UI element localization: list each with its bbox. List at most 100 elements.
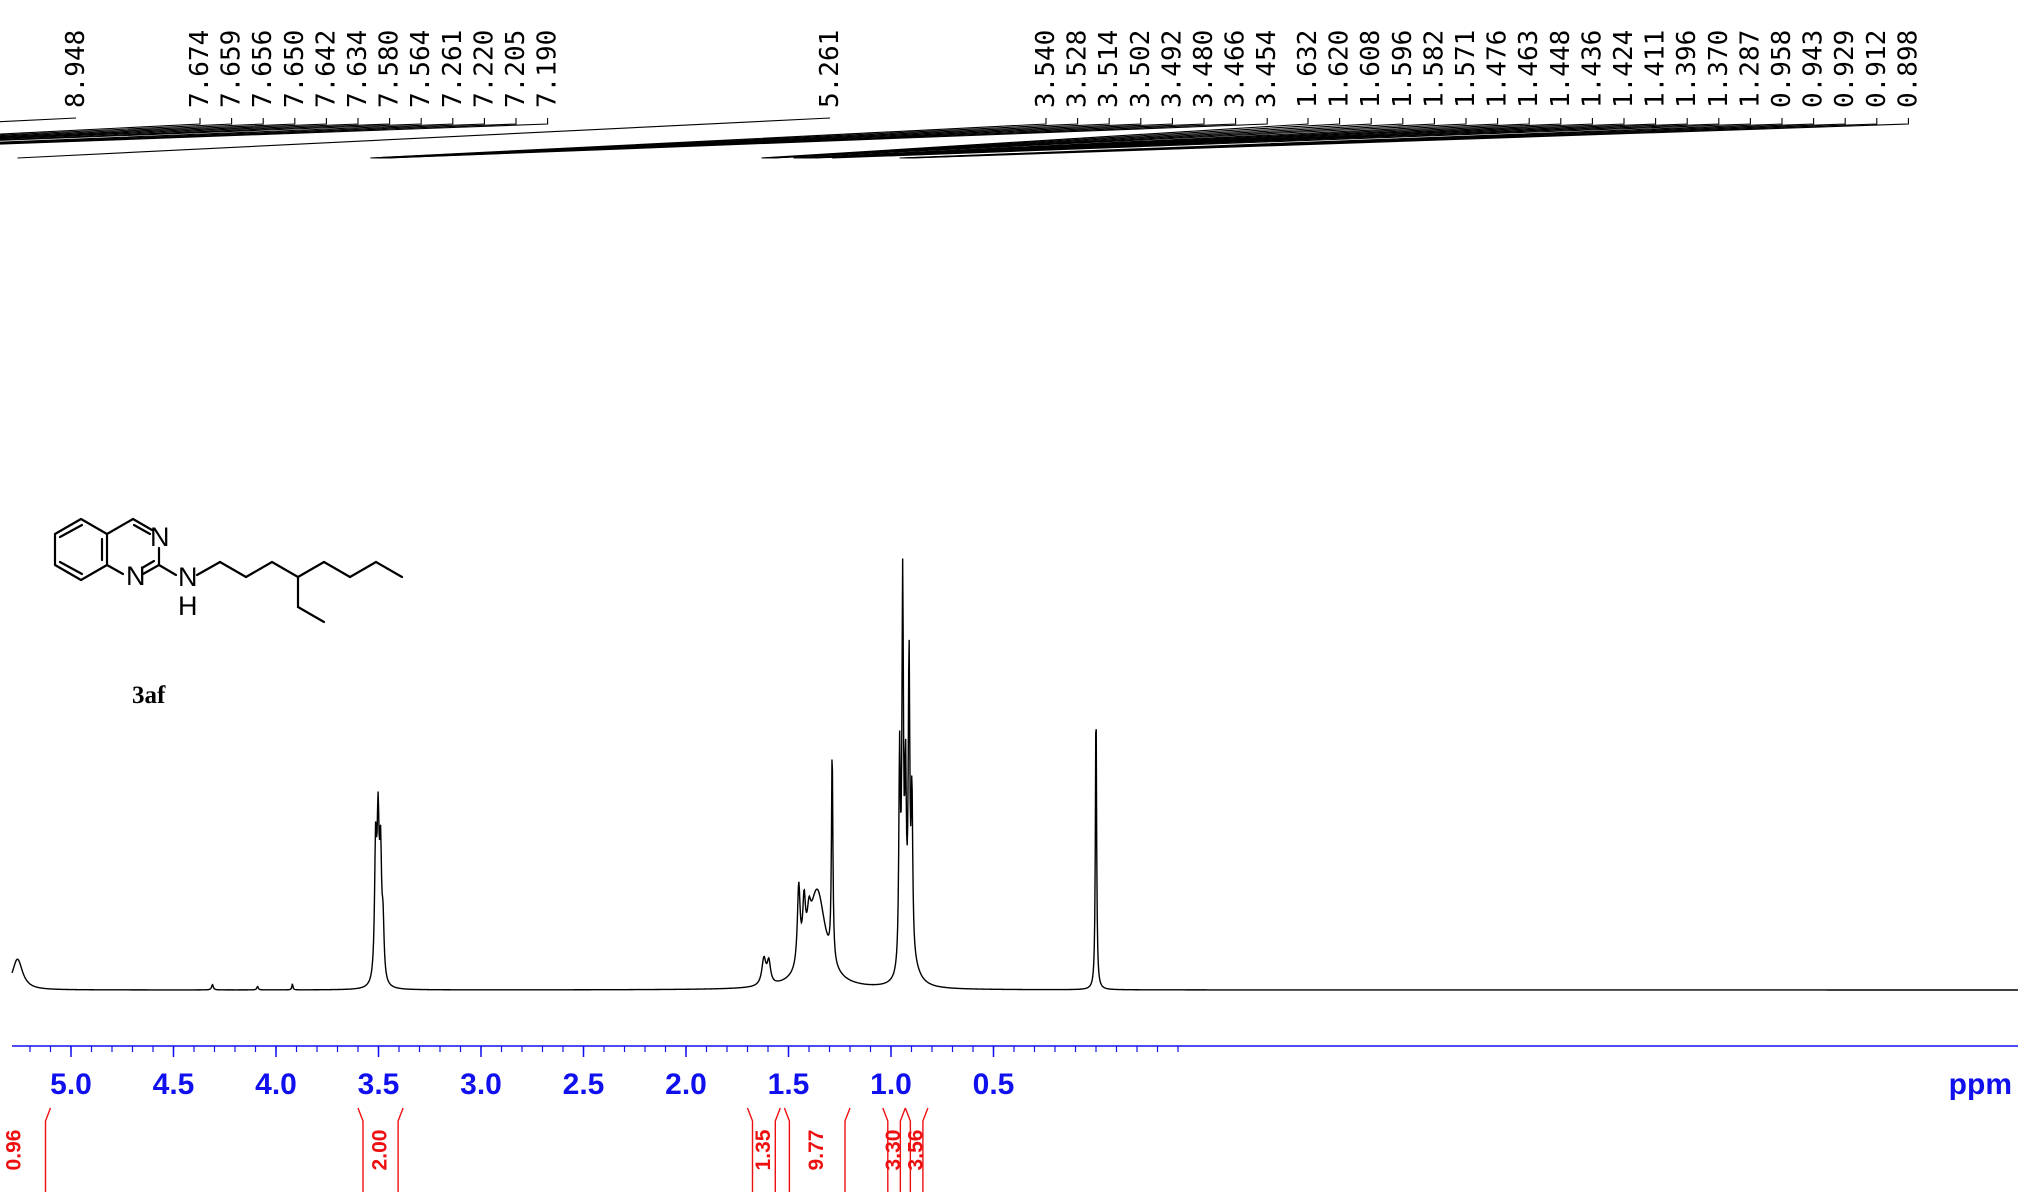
peak-shift-label: 1.448 (1546, 30, 1576, 108)
peak-shift-label: 1.608 (1356, 30, 1386, 108)
spectrum-trace (11, 558, 2018, 991)
peak-shift-label: 0.929 (1830, 30, 1860, 108)
peak-label-leader (768, 118, 1404, 159)
integral-value-label: 2.00 (369, 1130, 392, 1171)
peak-shift-label: 7.659 (217, 30, 247, 108)
peak-label-leader (0, 118, 454, 143)
peak-shift-label: 3.540 (1031, 30, 1061, 108)
peak-shift-label: 1.582 (1419, 30, 1449, 108)
peak-label-leader (832, 118, 1751, 159)
peak-label-leader (761, 118, 1309, 159)
atom-h: H (178, 591, 198, 621)
peak-label-leader (771, 118, 1435, 159)
side-chain-bond (157, 563, 178, 577)
integral-value-label: 0.96 (3, 1130, 26, 1171)
integral-bracket-right (922, 1107, 929, 1192)
peak-shift-label: 8.948 (61, 30, 91, 108)
peak-label-leader (766, 118, 1372, 159)
peak-label-leader (372, 118, 1079, 159)
peak-shift-label: 1.436 (1577, 30, 1607, 108)
integral-bracket-left (882, 1107, 889, 1192)
x-tick-label: 0.5 (973, 1068, 1015, 1101)
peak-shift-label: 3.492 (1157, 30, 1187, 108)
peak-label-leader (763, 118, 1341, 159)
peak-shift-label: 1.620 (1325, 30, 1355, 108)
peak-shift-label: 7.564 (406, 30, 436, 108)
integral-region: 2.00 (357, 1107, 404, 1192)
atom-n-ring-top: N (150, 522, 170, 552)
peak-label-leader (815, 118, 1720, 159)
peak-shift-label: 3.454 (1252, 30, 1282, 108)
side-chain-bond (348, 560, 378, 579)
integrals: 0.951.950.940.980.962.001.359.773.303.56 (3, 1107, 929, 1192)
ppm-axis: 9.08.58.07.57.06.56.05.55.04.54.03.53.02… (12, 1045, 2018, 1101)
compound-label: 3af (132, 682, 166, 709)
peak-shift-label: 3.502 (1126, 30, 1156, 108)
side-chain-bond (374, 560, 404, 579)
integral-value-label: 3.30 (882, 1130, 905, 1171)
peak-shift-label: 0.898 (1893, 30, 1923, 108)
x-tick-label: 4.5 (153, 1068, 195, 1101)
x-tick-label: 1.5 (768, 1068, 810, 1101)
chemical-structure (53, 517, 404, 624)
integral-bracket-left (357, 1107, 364, 1192)
x-tick-label: 4.0 (255, 1068, 297, 1101)
ring-bond-double (140, 559, 156, 570)
x-tick-label: 3.5 (358, 1068, 400, 1101)
integral-bracket-right (44, 1107, 52, 1192)
integral-region: 3.30 (882, 1107, 907, 1192)
atom-nh: N (178, 562, 198, 592)
peak-label-leader (0, 118, 201, 135)
peak-label-leader (0, 118, 422, 141)
ring-bond-double (132, 523, 152, 536)
x-tick-label: 1.0 (870, 1068, 912, 1101)
integral-region: 3.56 (904, 1107, 929, 1192)
peak-shift-label: 1.463 (1514, 30, 1544, 108)
side-chain-bond (195, 560, 222, 577)
x-axis-unit-label: ppm (1949, 1068, 2012, 1101)
benzene-ring (53, 517, 109, 582)
x-tick-label: 2.5 (563, 1068, 605, 1101)
integral-value-label: 1.35 (752, 1129, 775, 1170)
peak-shift-label: 7.634 (343, 30, 373, 108)
ethyl-bond (296, 605, 326, 624)
side-chain-bond (244, 560, 274, 579)
side-chain-bond (270, 560, 300, 579)
integral-region: 9.77 (783, 1107, 851, 1192)
side-chain-bond (218, 560, 248, 579)
peak-shift-label: 1.424 (1609, 30, 1639, 108)
peak-shift-label: 7.220 (469, 30, 499, 108)
x-tick-label: 3.0 (460, 1068, 502, 1101)
peak-label-leader (773, 118, 1467, 159)
peak-shift-label: 5.261 (815, 30, 845, 108)
peak-label-leader (0, 118, 549, 145)
peak-label-leader (911, 118, 1909, 159)
aromatic-bond (58, 523, 84, 539)
peak-shift-label: 0.943 (1799, 30, 1829, 108)
peak-label-leader (0, 118, 264, 137)
integral-bracket-right (774, 1107, 781, 1192)
peak-shift-label: 1.396 (1672, 30, 1702, 108)
peak-shift-label: 7.190 (533, 30, 563, 108)
side-chain-bond (322, 560, 352, 579)
spectrum-plot-area (11, 558, 2018, 991)
peak-shift-label: 3.528 (1063, 30, 1093, 108)
integral-bracket-left (783, 1107, 791, 1192)
atom-n-ring-bottom: N (126, 561, 146, 591)
x-tick-label: 5.0 (50, 1068, 92, 1101)
peak-shift-label: 3.466 (1221, 30, 1251, 108)
aromatic-bond (58, 560, 84, 576)
integral-bracket-right (844, 1107, 851, 1192)
peak-label-leader (17, 117, 831, 159)
peak-shift-label: 7.650 (280, 30, 310, 108)
ring-bond (105, 517, 135, 536)
peak-shift-label: 1.370 (1704, 30, 1734, 108)
peak-label-leader (0, 118, 485, 144)
peak-shift-label: 1.596 (1388, 30, 1418, 108)
integral-bracket-left (904, 1107, 912, 1192)
ring-bond (105, 563, 125, 576)
peak-shift-label: 7.580 (375, 30, 405, 108)
peak-label-leader (793, 118, 1499, 159)
peak-label-leader (0, 118, 517, 145)
